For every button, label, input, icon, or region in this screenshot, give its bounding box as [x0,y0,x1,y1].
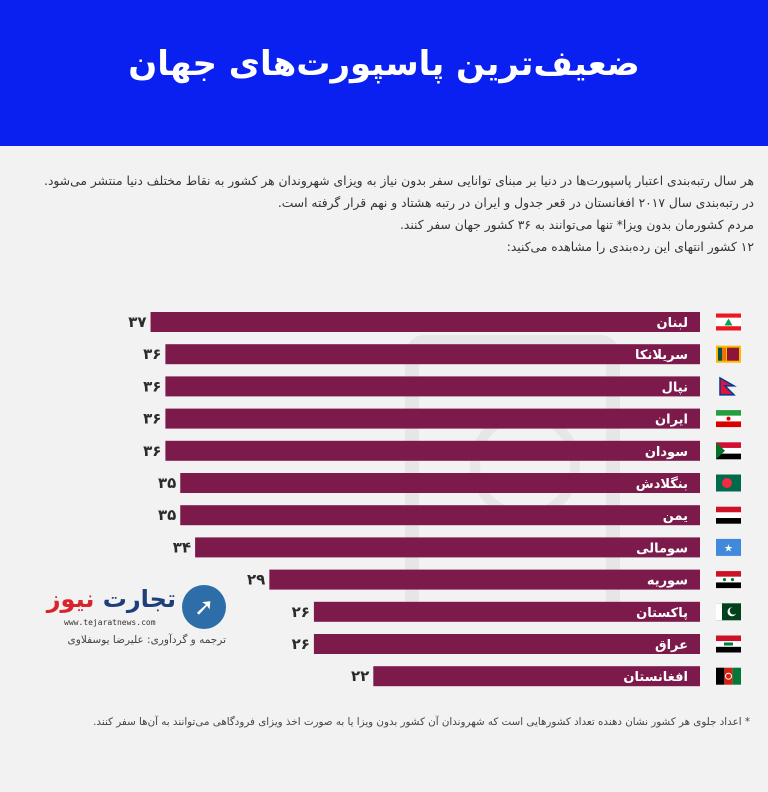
bar-category-label: نپال [662,380,688,395]
syria-flag-star [722,578,727,582]
bar [180,505,700,526]
afghanistan-flag-emblem [725,672,732,680]
intro-line: مردم کشورمان بدون ویزا* تنها می‌توانند ب… [399,218,754,232]
intro-text: هر سال رتبه‌بندی اعتبار پاسپورت‌ها در دن… [14,170,754,258]
bar-value-label: ۳۶ [143,345,161,363]
afghanistan-flag-green [732,667,741,685]
sudan-flag-triangle [716,442,725,460]
bar-value-label: ۳۶ [143,410,161,428]
bar-category-label: بنگلادش [636,476,688,492]
sudan-flag [716,442,741,460]
bar-value-label: ۲۲ [351,667,369,685]
bar [373,666,700,687]
bar [165,376,700,397]
bar [313,601,700,622]
logo-name-accent: نیوز [46,585,95,613]
tejaratnews-logo: ➚ تجارت نیوز www.tejaratnews.com [47,585,226,633]
afghanistan-flag [716,667,725,685]
bar [165,408,700,429]
arrow-circle-icon: ➚ [182,585,226,629]
somalia-flag [716,538,741,556]
bar-category-label: لبنان [657,316,688,331]
somalia-flag-star: ★ [724,543,733,554]
bar-value-label: ۳۷ [128,313,146,331]
bar [313,634,700,654]
bar-value-label: ۲۶ [292,635,310,653]
bar-value-label: ۳۵ [158,506,176,524]
bar-category-label: سومالی [636,541,688,556]
bar [165,440,700,461]
bar-value-label: ۳۶ [143,442,161,460]
bar-category-label: سوریه [647,574,688,589]
intro-line: هر سال رتبه‌بندی اعتبار پاسپورت‌ها در دن… [44,174,754,188]
bar [180,473,700,493]
intro-line: ۱۲ کشور انتهای این رده‌بندی را مشاهده می… [506,240,754,254]
bar [165,344,700,365]
logo-name: تجارت نیوز [47,585,176,613]
bar-category-label: سریلانکا [635,348,688,363]
bar-category-label: ایران [655,413,688,428]
syria-flag-star [730,578,735,582]
header-banner: ضعیف‌ترین پاسپورت‌های جهان [0,0,768,146]
credit-text: ترجمه و گردآوری: علیرضا یوسفلاوی [67,634,226,646]
sri-lanka-flag-maroon-panel [727,347,739,361]
bar-category-label: سودان [645,445,688,460]
bar [269,569,700,590]
bangladesh-flag-disc [722,478,732,488]
bar [195,537,700,558]
bar-category-label: عراق [655,638,688,653]
bar [150,312,701,332]
pakistan-flag-crescent-cut [729,607,738,615]
afghanistan-flag-red [724,667,733,685]
bar-category-label: پاکستان [636,606,688,621]
page-title: ضعیف‌ترین پاسپورت‌های جهان [128,44,640,84]
iraq-flag-script [724,642,733,646]
passport-bar-chart: لبنان ۳۷ سریلانکا ۳۶ نپال ۳۶ ایران ۳۶ سودان ۳۶ بنگ… [128,312,741,687]
yemen-flag [716,506,741,524]
footnote-text: * اعداد جلوی هر کشور نشان دهنده تعداد کش… [93,716,750,728]
bar-value-label: ۲۶ [292,603,310,621]
sri-lanka-flag-orange-stripe [722,347,726,361]
bar-value-label: ۳۶ [143,377,161,395]
lebanon-flag-cedar [724,318,733,326]
bar-category-label: یمن [663,509,688,524]
bar-value-label: ۳۵ [158,474,176,492]
bar-value-label: ۳۴ [173,538,191,556]
iran-flag-emblem [726,416,731,421]
logo-url: www.tejaratnews.com [64,618,156,627]
nepal-flag [719,376,737,396]
syria-flag [716,571,741,589]
bar-value-label: ۲۹ [247,571,265,589]
logo-name-main: تجارت [102,585,176,613]
pakistan-flag-white-band [716,603,722,621]
bar-category-label: افغانستان [623,670,688,685]
intro-line: در رتبه‌بندی سال ۲۰۱۷ افغانستان در قعر ج… [277,196,754,210]
sri-lanka-flag-green-stripe [718,347,722,361]
